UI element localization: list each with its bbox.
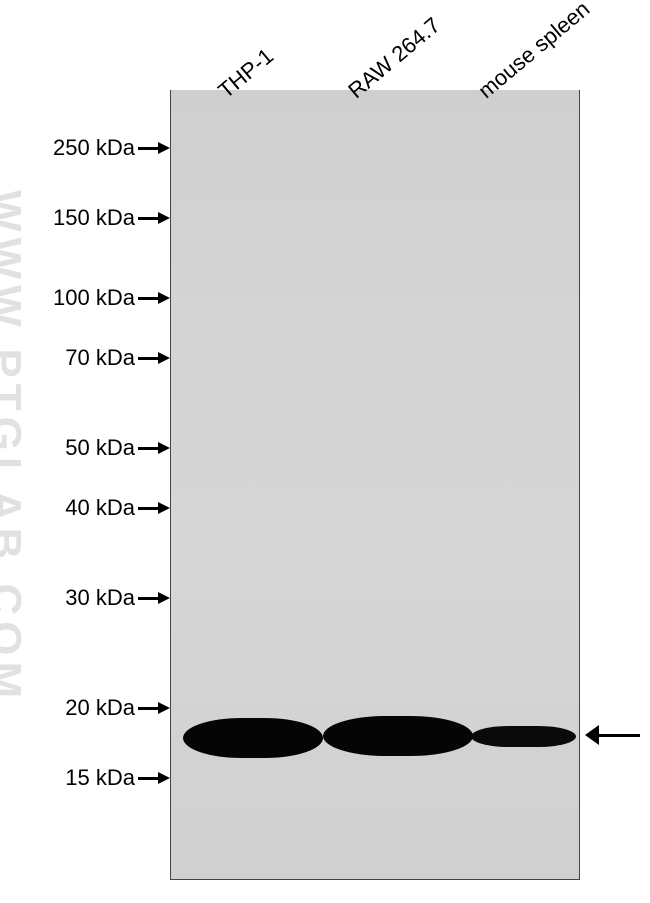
ladder-arrowhead <box>158 292 170 304</box>
band-indicator-arrow <box>595 734 640 737</box>
ladder-label: 250 kDa <box>53 135 135 161</box>
lane-label: mouse spleen <box>473 0 595 104</box>
band-indicator-arrowhead <box>585 725 599 745</box>
protein-band <box>471 726 576 747</box>
ladder-arrowhead <box>158 502 170 514</box>
protein-band <box>183 718 323 758</box>
ladder-arrow <box>138 297 160 300</box>
ladder-label: 70 kDa <box>65 345 135 371</box>
ladder-arrow <box>138 507 160 510</box>
ladder-label: 40 kDa <box>65 495 135 521</box>
ladder-arrowhead <box>158 592 170 604</box>
ladder-arrowhead <box>158 702 170 714</box>
protein-band <box>323 716 473 756</box>
ladder-arrow <box>138 447 160 450</box>
ladder-arrow <box>138 147 160 150</box>
ladder-arrow <box>138 357 160 360</box>
ladder-arrowhead <box>158 142 170 154</box>
ladder-arrowhead <box>158 212 170 224</box>
ladder-arrowhead <box>158 352 170 364</box>
ladder-arrow <box>138 597 160 600</box>
watermark-text: WWW.PTGLAB.COM <box>0 190 30 704</box>
ladder-label: 15 kDa <box>65 765 135 791</box>
ladder-label: 30 kDa <box>65 585 135 611</box>
ladder-arrowhead <box>158 772 170 784</box>
ladder-label: 20 kDa <box>65 695 135 721</box>
ladder-arrowhead <box>158 442 170 454</box>
ladder-label: 100 kDa <box>53 285 135 311</box>
figure-container: { "canvas": { "width": 650, "height": 90… <box>0 0 650 903</box>
ladder-arrow <box>138 777 160 780</box>
ladder-arrow <box>138 707 160 710</box>
ladder-label: 50 kDa <box>65 435 135 461</box>
ladder-arrow <box>138 217 160 220</box>
ladder-label: 150 kDa <box>53 205 135 231</box>
blot-membrane <box>170 90 580 880</box>
